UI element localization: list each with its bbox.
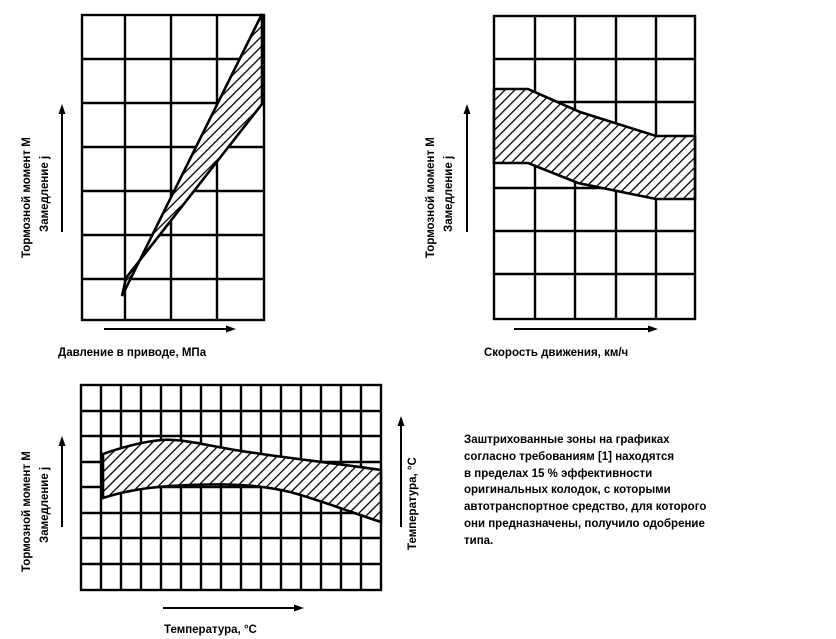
y-axis-arrow [58,436,66,527]
y-axis-label-deceleration: Замедление j [39,156,51,232]
diagram-speed: Тормозной момент M Замедление j Скорость… [425,14,697,359]
right-axis-arrow [397,416,405,527]
x-axis-label-pressure: Давление в приводе, МПа [58,347,207,359]
hatched-zone-speed [492,87,697,201]
hatched-zone-temperature [101,438,383,524]
note-line: они предназначены, получило одобрение [464,517,705,530]
diagram-pressure: Тормозной момент M Замедление j Давление… [21,13,266,359]
hatched-zone-pressure [120,13,264,297]
x-axis-arrow [104,325,236,333]
y-axis-label-torque: Тормозной момент M [425,137,437,258]
x-axis-label-temperature: Температура, °С [164,624,257,636]
note-line: типа. [464,534,494,547]
y-axis-label-torque: Тормозной момент M [21,451,33,572]
y-axis-label-temperature-right: Температура, °С [407,457,419,550]
grid-pressure [80,13,266,322]
y-axis-label-deceleration: Замедление j [39,467,51,543]
note-line: согласно требованиям [1] находятся [464,450,675,463]
x-axis-label-speed: Скорость движения, км/ч [484,347,628,359]
x-axis-arrow [514,325,658,333]
hatched-zones-note: Заштрихованные зоны на графиках согласно… [464,432,836,550]
y-axis-arrow [463,104,471,232]
x-axis-arrow [163,604,304,612]
note-line: в пределах 15 % эффективности [464,467,653,480]
y-axis-label-deceleration: Замедление j [443,156,455,232]
note-line: автотранспортное средство, для которого [464,501,707,514]
note-line: оригинальных колодок, с которыми [464,484,671,497]
note-line: Заштрихованные зоны на графиках [464,434,670,446]
y-axis-label-torque: Тормозной момент M [21,137,33,258]
y-axis-arrow [58,104,66,232]
diagram-temperature: Тормозной момент M Замедление j Температ… [21,383,419,636]
